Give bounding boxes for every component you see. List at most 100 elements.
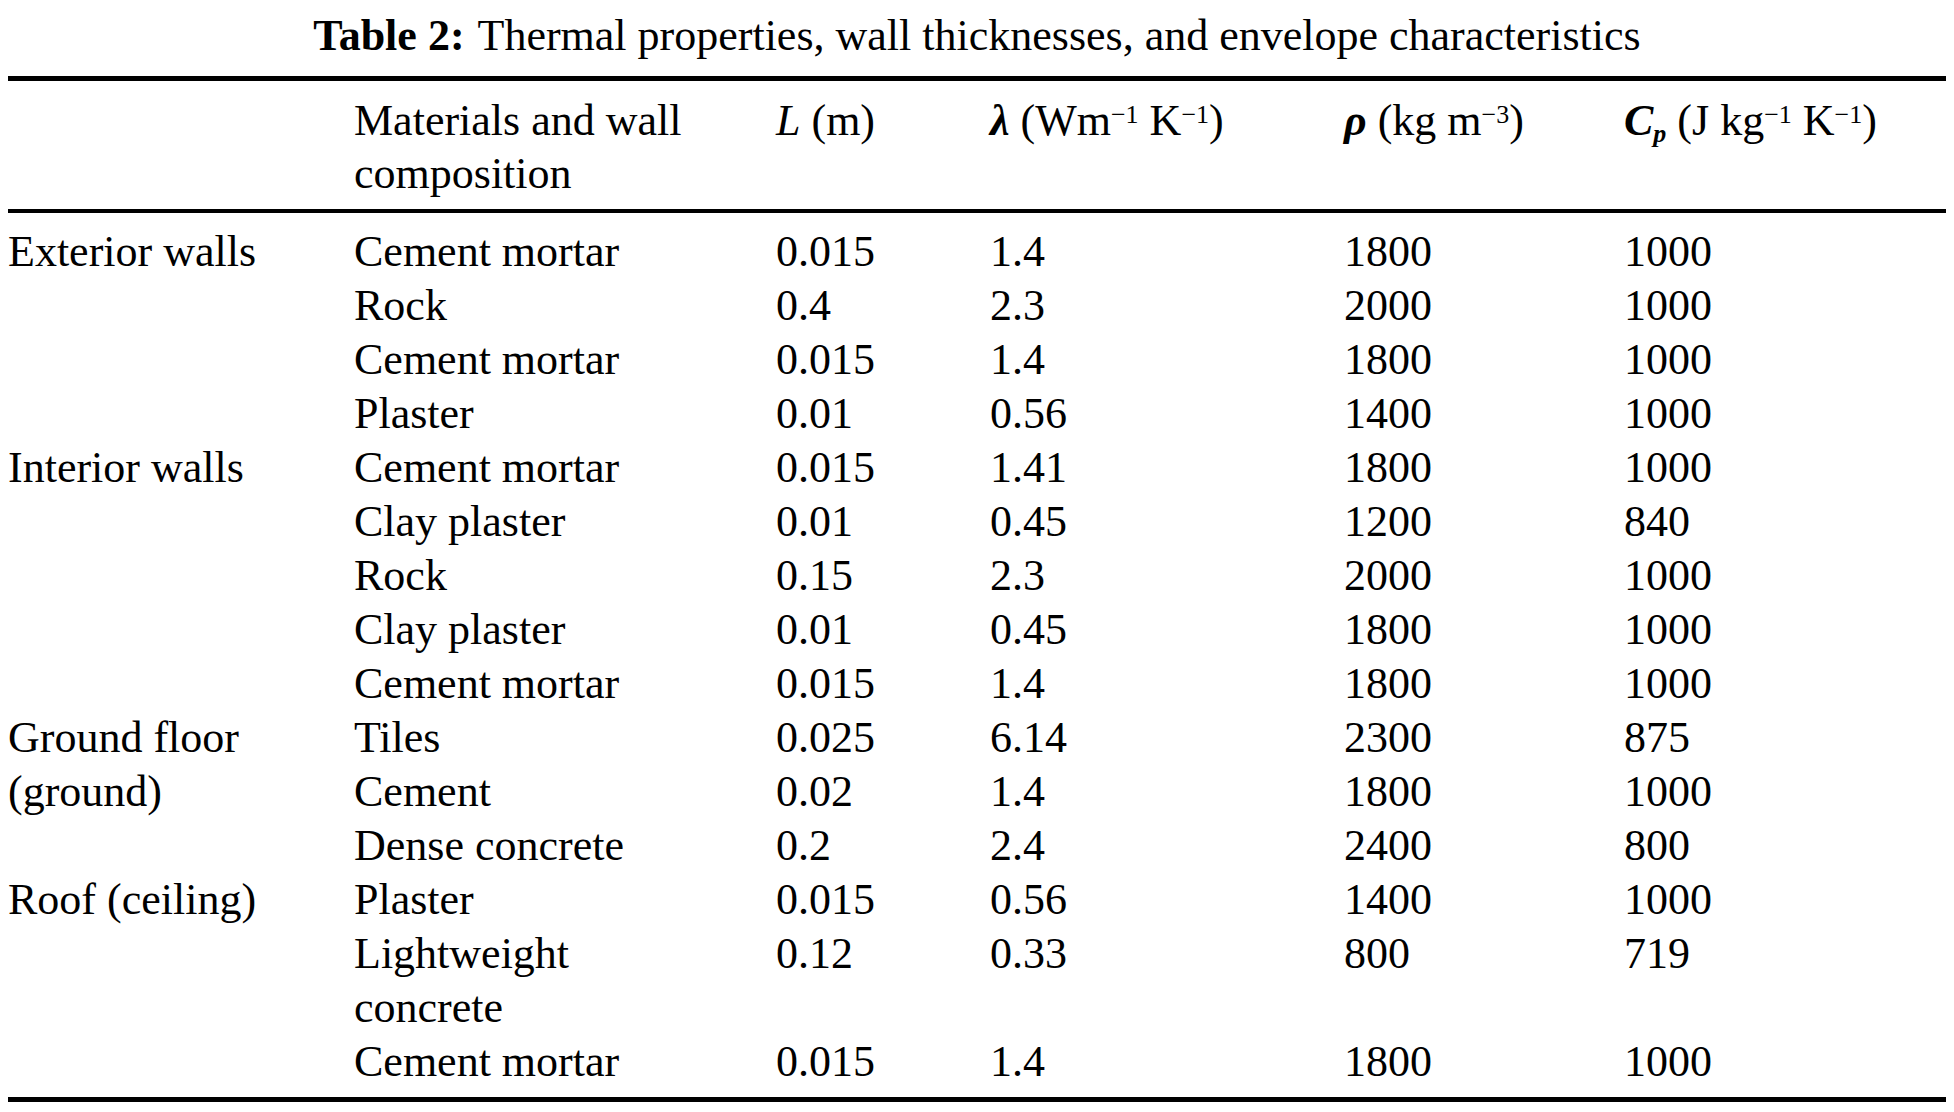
- header-thickness: L (m): [776, 94, 990, 200]
- cell-thickness: 0.12: [776, 927, 990, 981]
- table-row: Ground floor Tiles 0.025 6.14 2300 875: [0, 711, 1954, 765]
- table-row: Clay plaster 0.01 0.45 1200 840: [0, 495, 1954, 549]
- cell-heat-capacity: 1000: [1624, 549, 1954, 603]
- cell-material: Cement mortar: [354, 225, 776, 279]
- cell-material: Dense concrete: [354, 819, 776, 873]
- table-row: Cement mortar 0.015 1.4 1800 1000: [0, 657, 1954, 711]
- header-conductivity: λ (Wm−1 K−1): [990, 94, 1344, 200]
- cell-category: (ground): [8, 765, 354, 819]
- cell-material: Cement mortar: [354, 657, 776, 711]
- header-conductivity-segment: −1: [1181, 100, 1209, 129]
- table-row: Clay plaster 0.01 0.45 1800 1000: [0, 603, 1954, 657]
- header-thickness-segment: (m): [800, 96, 875, 145]
- document-page: Table 2:Thermal properties, wall thickne…: [0, 0, 1954, 1112]
- cell-density: 2300: [1344, 711, 1624, 765]
- cell-conductivity: 1.4: [990, 1035, 1344, 1089]
- cell-density: 1800: [1344, 333, 1624, 387]
- cell-heat-capacity: 719: [1624, 927, 1954, 981]
- cell-thickness: 0.01: [776, 495, 990, 549]
- cell-category: [8, 333, 354, 387]
- cell-density: 2000: [1344, 549, 1624, 603]
- cell-category: [8, 387, 354, 441]
- cell-material: concrete: [354, 981, 776, 1035]
- cell-category: [8, 495, 354, 549]
- cell-conductivity: 2.3: [990, 549, 1344, 603]
- cell-material: Cement mortar: [354, 1035, 776, 1089]
- header-density-segment: −3: [1482, 100, 1510, 129]
- cell-conductivity: 1.41: [990, 441, 1344, 495]
- header-density-segment: ρ: [1344, 96, 1367, 145]
- cell-density: 1400: [1344, 873, 1624, 927]
- header-conductivity-segment: (Wm: [1010, 96, 1111, 145]
- header-heat-capacity-segment: p: [1653, 119, 1666, 148]
- table-row: Cement mortar 0.015 1.4 1800 1000: [0, 1035, 1954, 1089]
- header-heat-capacity-segment: (J kg: [1666, 96, 1764, 145]
- header-heat-capacity-segment: K: [1792, 96, 1835, 145]
- cell-thickness: 0.01: [776, 603, 990, 657]
- cell-thickness: [776, 981, 990, 1035]
- header-heat-capacity-segment: −1: [1835, 100, 1863, 129]
- header-heat-capacity-segment: ): [1862, 96, 1877, 145]
- cell-thickness: 0.2: [776, 819, 990, 873]
- cell-category: [8, 603, 354, 657]
- cell-heat-capacity: 1000: [1624, 873, 1954, 927]
- cell-thickness: 0.015: [776, 1035, 990, 1089]
- header-heat-capacity: Cp (J kg−1 K−1): [1624, 94, 1954, 200]
- cell-material: Rock: [354, 549, 776, 603]
- cell-material: Cement mortar: [354, 441, 776, 495]
- cell-material: Clay plaster: [354, 603, 776, 657]
- cell-category: [8, 819, 354, 873]
- cell-conductivity: 1.4: [990, 657, 1344, 711]
- table-row: concrete: [0, 981, 1954, 1035]
- cell-conductivity: 0.45: [990, 495, 1344, 549]
- header-density-segment: ): [1509, 96, 1524, 145]
- cell-category: Ground floor: [8, 711, 354, 765]
- cell-density: [1344, 981, 1624, 1035]
- table-bottom-rule: [8, 1097, 1946, 1102]
- cell-heat-capacity: 1000: [1624, 387, 1954, 441]
- cell-category: [8, 981, 354, 1035]
- table-row: Interior walls Cement mortar 0.015 1.41 …: [0, 441, 1954, 495]
- cell-thickness: 0.01: [776, 387, 990, 441]
- cell-heat-capacity: [1624, 981, 1954, 1035]
- cell-conductivity: 1.4: [990, 333, 1344, 387]
- cell-density: 800: [1344, 927, 1624, 981]
- cell-heat-capacity: 800: [1624, 819, 1954, 873]
- cell-heat-capacity: 1000: [1624, 657, 1954, 711]
- cell-heat-capacity: 875: [1624, 711, 1954, 765]
- cell-density: 1400: [1344, 387, 1624, 441]
- cell-heat-capacity: 1000: [1624, 1035, 1954, 1089]
- cell-category: Exterior walls: [8, 225, 354, 279]
- table-row: Plaster 0.01 0.56 1400 1000: [0, 387, 1954, 441]
- cell-density: 1800: [1344, 225, 1624, 279]
- cell-density: 1800: [1344, 603, 1624, 657]
- cell-thickness: 0.15: [776, 549, 990, 603]
- cell-heat-capacity: 840: [1624, 495, 1954, 549]
- cell-heat-capacity: 1000: [1624, 279, 1954, 333]
- table-row: Rock 0.15 2.3 2000 1000: [0, 549, 1954, 603]
- header-conductivity-segment: ): [1209, 96, 1224, 145]
- cell-category: Roof (ceiling): [8, 873, 354, 927]
- table-row: (ground) Cement 0.02 1.4 1800 1000: [0, 765, 1954, 819]
- cell-thickness: 0.02: [776, 765, 990, 819]
- cell-conductivity: 2.4: [990, 819, 1344, 873]
- header-heat-capacity-segment: C: [1624, 96, 1653, 145]
- cell-material: Clay plaster: [354, 495, 776, 549]
- cell-material: Cement: [354, 765, 776, 819]
- cell-thickness: 0.025: [776, 711, 990, 765]
- cell-category: [8, 279, 354, 333]
- header-density: ρ (kg m−3): [1344, 94, 1624, 200]
- cell-thickness: 0.015: [776, 657, 990, 711]
- cell-category: Interior walls: [8, 441, 354, 495]
- cell-density: 1800: [1344, 765, 1624, 819]
- header-heat-capacity-segment: −1: [1764, 100, 1792, 129]
- table-caption: Table 2:Thermal properties, wall thickne…: [0, 0, 1954, 62]
- cell-material: Plaster: [354, 873, 776, 927]
- caption-label: Table 2:: [313, 11, 464, 60]
- cell-conductivity: 2.3: [990, 279, 1344, 333]
- table-row: Rock 0.4 2.3 2000 1000: [0, 279, 1954, 333]
- cell-material: Rock: [354, 279, 776, 333]
- cell-conductivity: 0.45: [990, 603, 1344, 657]
- cell-conductivity: 0.56: [990, 873, 1344, 927]
- cell-material: Plaster: [354, 387, 776, 441]
